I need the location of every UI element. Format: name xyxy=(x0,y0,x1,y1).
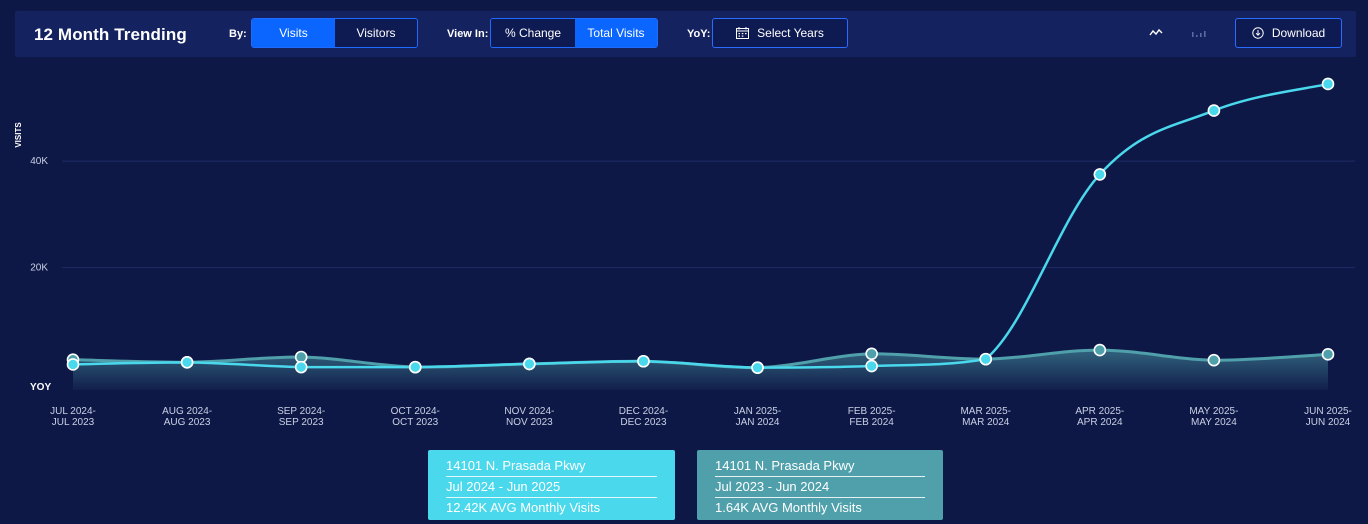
line-layer xyxy=(72,82,1329,370)
x-tick-label-line2: JAN 2024 xyxy=(736,417,780,428)
primary-series-point xyxy=(408,360,422,374)
comparison-series-point xyxy=(1207,353,1221,367)
x-tick-label-line1: DEC 2024- xyxy=(619,406,668,417)
x-tick-label-line1: NOV 2024- xyxy=(504,406,554,417)
select-years-label: Select Years xyxy=(757,26,824,40)
x-tick-label-line2: NOV 2023 xyxy=(506,417,553,428)
view-in-label: View In: xyxy=(447,28,489,40)
legend-previous-period: 14101 N. Prasada Pkwy Jul 2023 - Jun 202… xyxy=(697,450,943,520)
x-tick-label-line1: APR 2025- xyxy=(1075,406,1124,417)
area-layer xyxy=(73,350,1328,390)
percent-change-option[interactable]: % Change xyxy=(491,19,575,47)
x-tick-label-line2: MAY 2024 xyxy=(1191,417,1237,428)
view-in-toggle: % Change Total Visits xyxy=(490,18,658,48)
by-toggle: Visits Visitors xyxy=(251,18,418,48)
trend-chart: 40K 20K VISITS YOY JUL 2024-JUL 2023 AUG 2… xyxy=(14,77,1355,428)
legend-current-average: 12.42K AVG Monthly Visits xyxy=(446,500,601,515)
legend-current-period-range: Jul 2024 - Jun 2025 xyxy=(446,477,657,498)
x-tick-layer: JUL 2024-JUL 2023 AUG 2024-AUG 2023 SEP 20… xyxy=(50,406,1352,428)
x-tick-label-line2: OCT 2023 xyxy=(392,417,438,428)
primary-series-point xyxy=(637,354,650,368)
primary-series-point xyxy=(180,356,194,369)
primary-series-point xyxy=(294,360,308,374)
line-chart-toggle-icon[interactable] xyxy=(1148,25,1166,41)
x-tick-label-line1: AUG 2024- xyxy=(162,406,212,417)
x-tick-label-line1: MAR 2025- xyxy=(960,406,1011,417)
primary-series-point xyxy=(865,359,878,373)
x-tick-label-line2: DEC 2023 xyxy=(620,417,667,428)
point-layer xyxy=(66,77,1335,374)
legend-previous-period-range: Jul 2023 - Jun 2024 xyxy=(715,477,925,498)
x-tick-label-line2: AUG 2023 xyxy=(164,417,211,428)
primary-series-point xyxy=(1321,77,1335,91)
x-tick-label-line2: MAR 2024 xyxy=(962,417,1010,428)
primary-series-point xyxy=(1207,104,1221,117)
x-tick-label-line1: MAY 2025- xyxy=(1189,406,1238,417)
download-button[interactable]: Download xyxy=(1235,18,1342,48)
y-axis-label: VISITS xyxy=(14,122,23,148)
chart-title: 12 Month Trending xyxy=(34,25,187,44)
legend-previous-average: 1.64K AVG Monthly Visits xyxy=(715,500,862,515)
primary-series-point xyxy=(979,352,993,366)
download-icon xyxy=(1252,27,1264,39)
comparison-series-point xyxy=(1093,343,1107,357)
total-visits-option[interactable]: Total Visits xyxy=(575,19,657,47)
y-tick-label: 20K xyxy=(30,263,48,274)
primary-series-line xyxy=(72,82,1329,369)
primary-series-point xyxy=(751,361,764,374)
y-tick-label: 40K xyxy=(30,156,48,167)
chart-toolbar: 12 Month Trending By: Visits Visitors Vi… xyxy=(15,11,1356,57)
grid-layer: 40K 20K xyxy=(30,156,1355,274)
primary-series-point xyxy=(523,357,536,371)
comparison-series-point xyxy=(865,347,878,361)
x-tick-label-line1: FEB 2025- xyxy=(848,406,896,417)
x-tick-label-line1: OCT 2024- xyxy=(391,406,440,417)
bar-chart-toggle-icon[interactable] xyxy=(1189,25,1207,41)
download-label: Download xyxy=(1271,26,1326,40)
x-tick-label-line1: JAN 2025- xyxy=(734,406,781,417)
x-tick-label-line1: SEP 2024- xyxy=(277,406,325,417)
visits-option[interactable]: Visits xyxy=(252,19,335,47)
primary-series-point xyxy=(66,358,80,371)
legend-current-location: 14101 N. Prasada Pkwy xyxy=(446,456,657,477)
legend-current-period: 14101 N. Prasada Pkwy Jul 2024 - Jun 202… xyxy=(428,450,675,520)
comparison-series-point xyxy=(1321,348,1335,361)
x-tick-label-line2: FEB 2024 xyxy=(849,417,894,428)
yoy-label: YoY: xyxy=(687,28,711,40)
primary-series-point xyxy=(1093,168,1107,181)
visitors-option[interactable]: Visitors xyxy=(335,19,417,47)
x-tick-label-line2: APR 2024 xyxy=(1077,417,1123,428)
x-tick-label-line1: JUN 2025- xyxy=(1304,406,1352,417)
by-label: By: xyxy=(229,28,247,40)
x-tick-label-line2: JUL 2023 xyxy=(52,417,95,428)
legend-previous-location: 14101 N. Prasada Pkwy xyxy=(715,456,925,477)
calendar-icon xyxy=(736,27,750,39)
yoy-baseline-label: YOY xyxy=(30,382,51,393)
comparison-series-area xyxy=(73,350,1328,390)
select-years-button[interactable]: Select Years xyxy=(712,18,848,48)
x-tick-label-line2: SEP 2023 xyxy=(279,417,324,428)
x-tick-label-line2: JUN 2024 xyxy=(1306,417,1351,428)
x-tick-label-line1: JUL 2024- xyxy=(50,406,96,417)
